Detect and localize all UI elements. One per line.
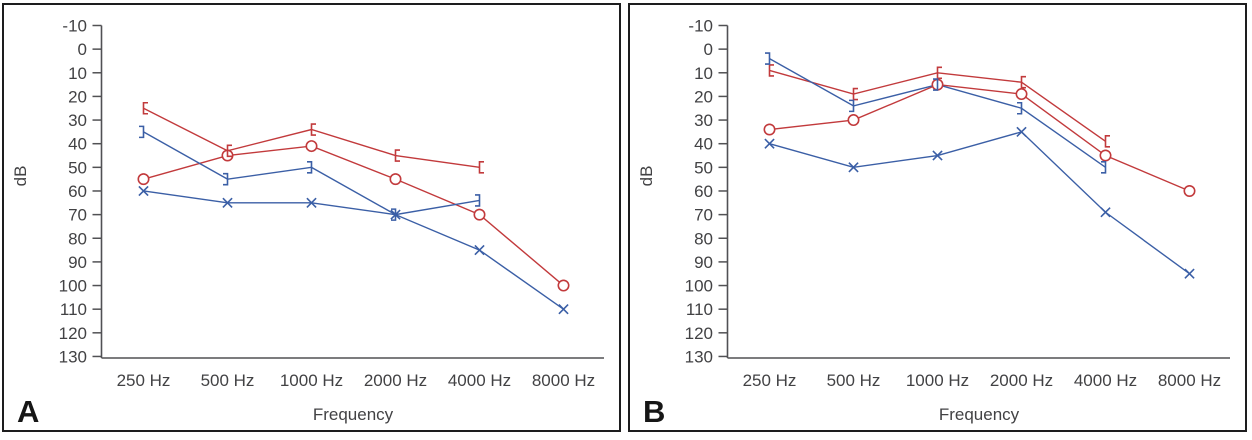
panel-b: -10 0 10 20 30 40 50 60 70 80 90 100 110 120 130 250 Hz… (628, 3, 1247, 432)
panel-a-label: A (17, 394, 40, 429)
svg-text:60: 60 (68, 182, 87, 201)
svg-text:250 Hz: 250 Hz (743, 371, 797, 390)
svg-text:0: 0 (78, 40, 87, 59)
svg-text:500 Hz: 500 Hz (201, 371, 255, 390)
svg-text:130: 130 (685, 347, 713, 366)
svg-text:80: 80 (68, 229, 87, 248)
svg-text:110: 110 (686, 300, 713, 319)
svg-text:50: 50 (68, 158, 87, 177)
svg-text:10: 10 (694, 64, 713, 83)
panel-b-label: B (643, 394, 666, 429)
panel-a: -10 0 10 20 30 40 50 60 70 80 90 100 110 120 130 250 Hz… (2, 3, 621, 432)
svg-text:60: 60 (694, 182, 713, 201)
svg-text:70: 70 (694, 206, 713, 225)
svg-text:120: 120 (59, 324, 87, 343)
svg-text:90: 90 (694, 253, 713, 272)
svg-text:dB: dB (637, 166, 656, 187)
svg-text:2000 Hz: 2000 Hz (364, 371, 427, 390)
svg-text:8000 Hz: 8000 Hz (1158, 371, 1221, 390)
svg-text:-10: -10 (688, 17, 713, 36)
svg-text:50: 50 (694, 158, 713, 177)
svg-text:80: 80 (694, 229, 713, 248)
svg-text:1000 Hz: 1000 Hz (280, 371, 343, 390)
svg-text:250 Hz: 250 Hz (117, 371, 171, 390)
svg-text:40: 40 (694, 135, 713, 154)
svg-text:4000 Hz: 4000 Hz (448, 371, 511, 390)
svg-text:10: 10 (68, 64, 87, 83)
svg-text:130: 130 (59, 347, 87, 366)
svg-text:110: 110 (60, 300, 87, 319)
svg-text:Frequency: Frequency (939, 405, 1020, 424)
svg-text:-10: -10 (62, 17, 87, 36)
svg-text:dB: dB (11, 166, 30, 187)
svg-text:20: 20 (694, 87, 713, 106)
svg-text:20: 20 (68, 87, 87, 106)
svg-text:100: 100 (59, 277, 87, 296)
svg-text:500 Hz: 500 Hz (827, 371, 881, 390)
audiogram-chart-b: -10 0 10 20 30 40 50 60 70 80 90 100 110 120 130 250 Hz… (637, 17, 1230, 424)
svg-text:30: 30 (694, 111, 713, 130)
svg-text:1000 Hz: 1000 Hz (906, 371, 969, 390)
svg-text:100: 100 (685, 277, 713, 296)
svg-text:90: 90 (68, 253, 87, 272)
svg-text:Frequency: Frequency (313, 405, 394, 424)
svg-text:0: 0 (704, 40, 713, 59)
svg-text:120: 120 (685, 324, 713, 343)
svg-text:8000 Hz: 8000 Hz (532, 371, 595, 390)
svg-text:30: 30 (68, 111, 87, 130)
audiogram-chart-a: -10 0 10 20 30 40 50 60 70 80 90 100 110 120 130 250 Hz… (11, 17, 604, 424)
svg-text:2000 Hz: 2000 Hz (990, 371, 1053, 390)
svg-text:4000 Hz: 4000 Hz (1074, 371, 1137, 390)
svg-text:40: 40 (68, 135, 87, 154)
svg-text:70: 70 (68, 206, 87, 225)
